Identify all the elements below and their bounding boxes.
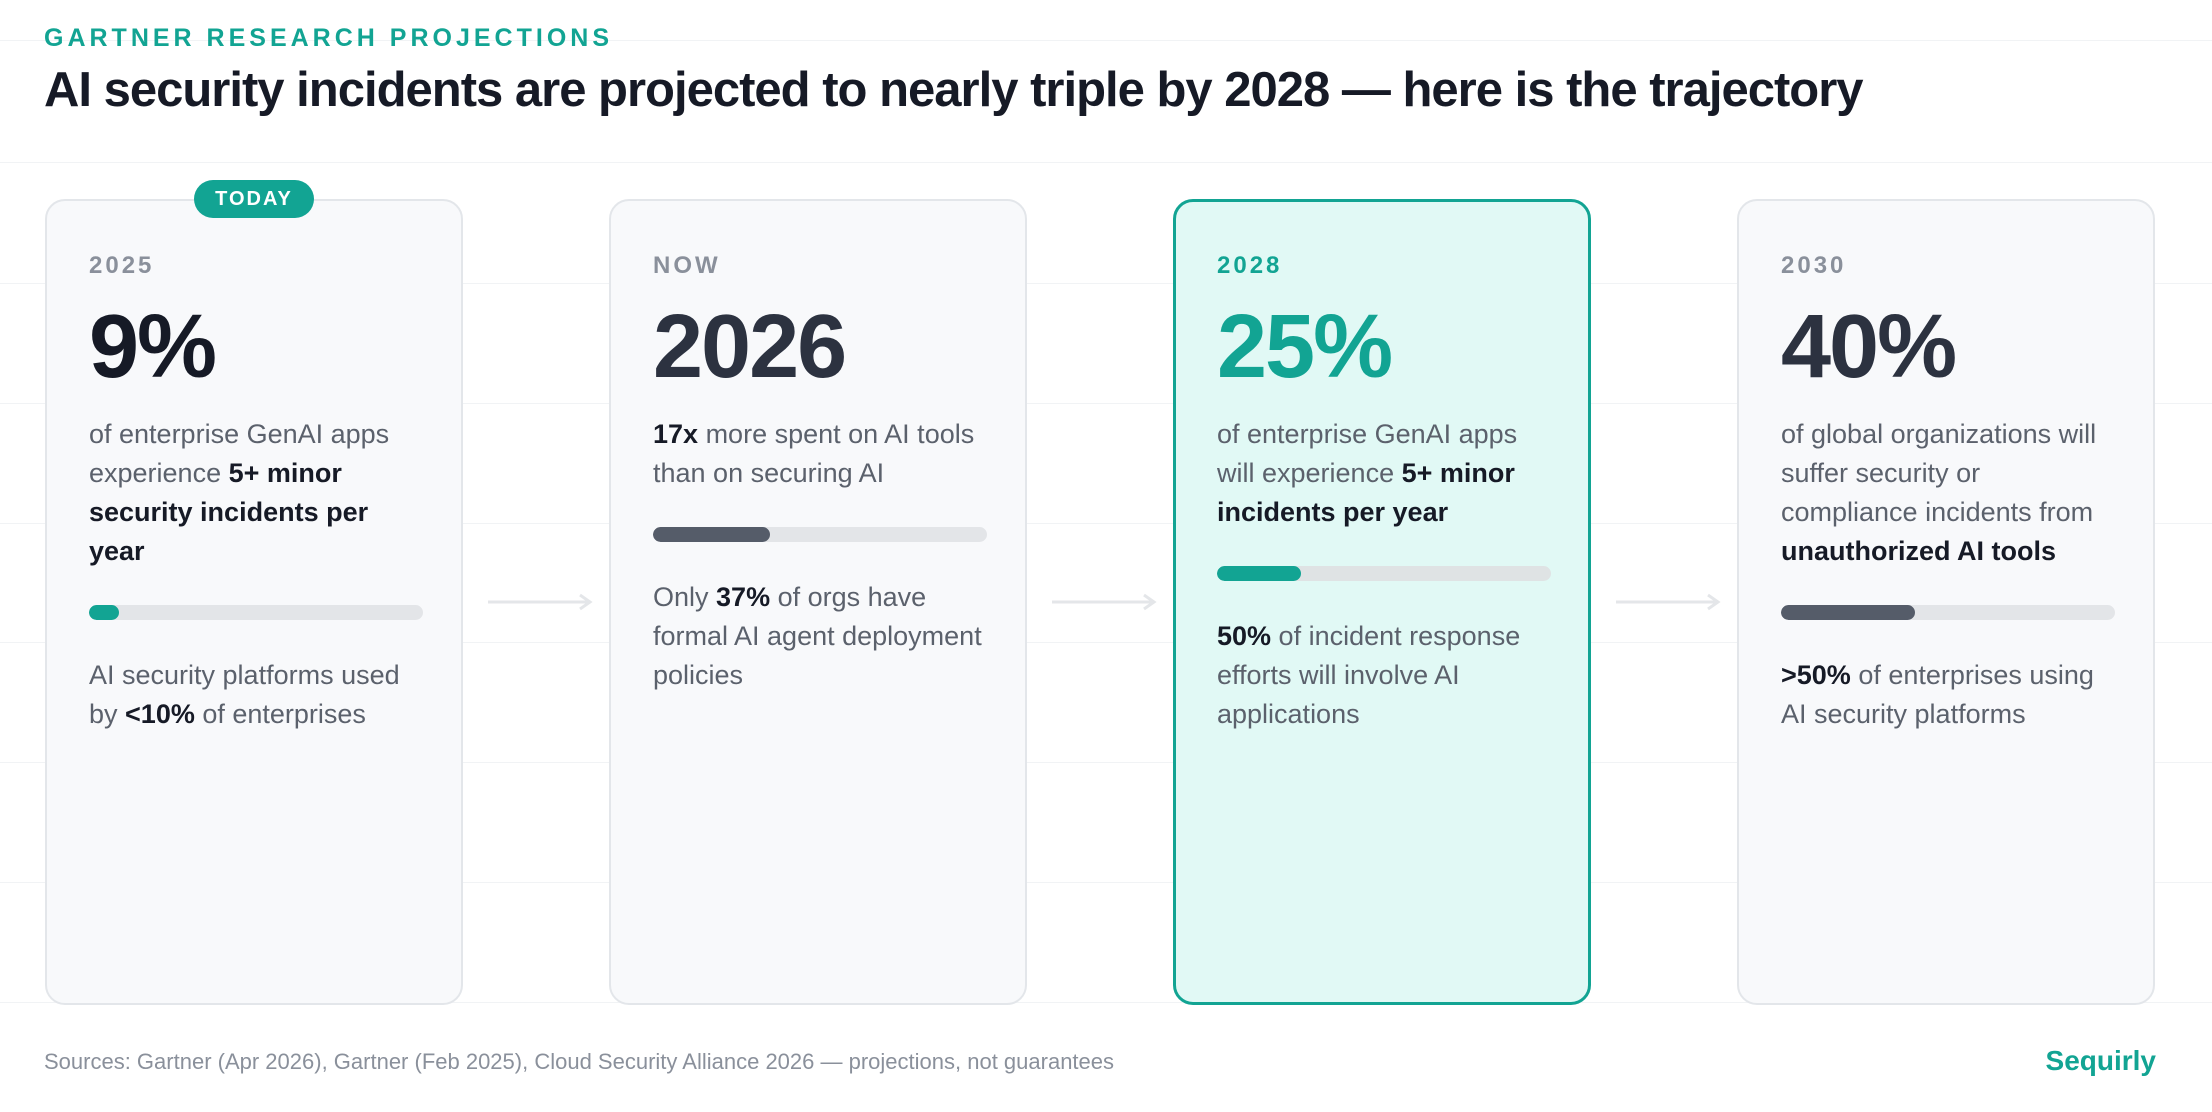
- card-2030: 2030 40% of global organizations will su…: [1737, 199, 2155, 1005]
- card-footnote: 50% of incident response efforts will in…: [1217, 617, 1547, 734]
- emphasis-text: <10%: [125, 699, 195, 729]
- body-text: of enterprises: [194, 699, 366, 729]
- progress-bar: [1217, 566, 1551, 581]
- card-2028: 2028 25% of enterprise GenAI apps will e…: [1173, 199, 1591, 1005]
- body-text: of enterprises using AI security platfor…: [1781, 660, 2094, 729]
- progress-bar: [89, 605, 423, 620]
- progress-fill: [1217, 566, 1301, 581]
- body-text: of enterprise GenAI apps experience: [89, 419, 390, 488]
- body-text: more spent on AI tools than on securing …: [653, 419, 975, 488]
- progress-fill: [89, 605, 120, 620]
- progress-fill: [1781, 605, 1915, 620]
- card-footnote: AI security platforms used by <10% of en…: [89, 656, 419, 734]
- emphasis-text: unauthorized AI tools: [1781, 536, 2056, 566]
- progress-bar: [1781, 605, 2115, 620]
- body-text: of global organizations will suffer secu…: [1781, 419, 2097, 527]
- card-big-value: 40%: [1781, 297, 1957, 397]
- progress-bar: [653, 527, 987, 542]
- arrow-right-icon: [1052, 593, 1157, 611]
- card-label: NOW: [653, 252, 721, 279]
- brand-logo-text: Sequirly: [2045, 1045, 2156, 1076]
- card-label: 2025: [89, 252, 155, 279]
- emphasis-text: 37%: [716, 582, 771, 612]
- sources-footnote: Sources: Gartner (Apr 2026), Gartner (Fe…: [44, 1049, 1115, 1074]
- emphasis-text: 5+ minor security incidents per year: [89, 458, 369, 566]
- body-text: AI security platforms used by: [89, 660, 400, 729]
- arrow-right-icon: [488, 593, 593, 611]
- card-big-value: 9%: [89, 297, 217, 397]
- emphasis-text: 50%: [1217, 621, 1272, 651]
- arrow-right-icon: [1616, 593, 1721, 611]
- card-description: of enterprise GenAI apps experience 5+ m…: [89, 415, 419, 571]
- card-description: 17x more spent on AI tools than on secur…: [653, 415, 983, 493]
- card-label: 2028: [1217, 252, 1283, 279]
- progress-fill: [653, 527, 770, 542]
- emphasis-text: 17x: [653, 419, 699, 449]
- card-2025: 2025 9% of enterprise GenAI apps experie…: [45, 199, 463, 1005]
- card-big-value: 25%: [1217, 297, 1393, 397]
- card-description: of enterprise GenAI apps will experience…: [1217, 415, 1547, 532]
- page-title: AI security incidents are projected to n…: [44, 63, 1864, 117]
- card-label: 2030: [1781, 252, 1847, 279]
- card-footnote: >50% of enterprises using AI security pl…: [1781, 656, 2111, 734]
- card-footnote: Only 37% of orgs have formal AI agent de…: [653, 578, 983, 695]
- emphasis-text: 5+ minor incidents per year: [1217, 458, 1515, 527]
- today-badge: TODAY: [194, 180, 314, 218]
- body-text: of incident response efforts will involv…: [1217, 621, 1521, 729]
- eyebrow-label: GARTNER RESEARCH PROJECTIONS: [44, 24, 613, 52]
- card-big-value: 2026: [653, 297, 847, 397]
- card-now-2026: NOW 2026 17x more spent on AI tools than…: [609, 199, 1027, 1005]
- body-text: of orgs have formal AI agent deployment …: [653, 582, 982, 690]
- card-description: of global organizations will suffer secu…: [1781, 415, 2111, 571]
- body-text: Only: [653, 582, 717, 612]
- body-text: of enterprise GenAI apps will experience: [1217, 419, 1518, 488]
- emphasis-text: >50%: [1781, 660, 1851, 690]
